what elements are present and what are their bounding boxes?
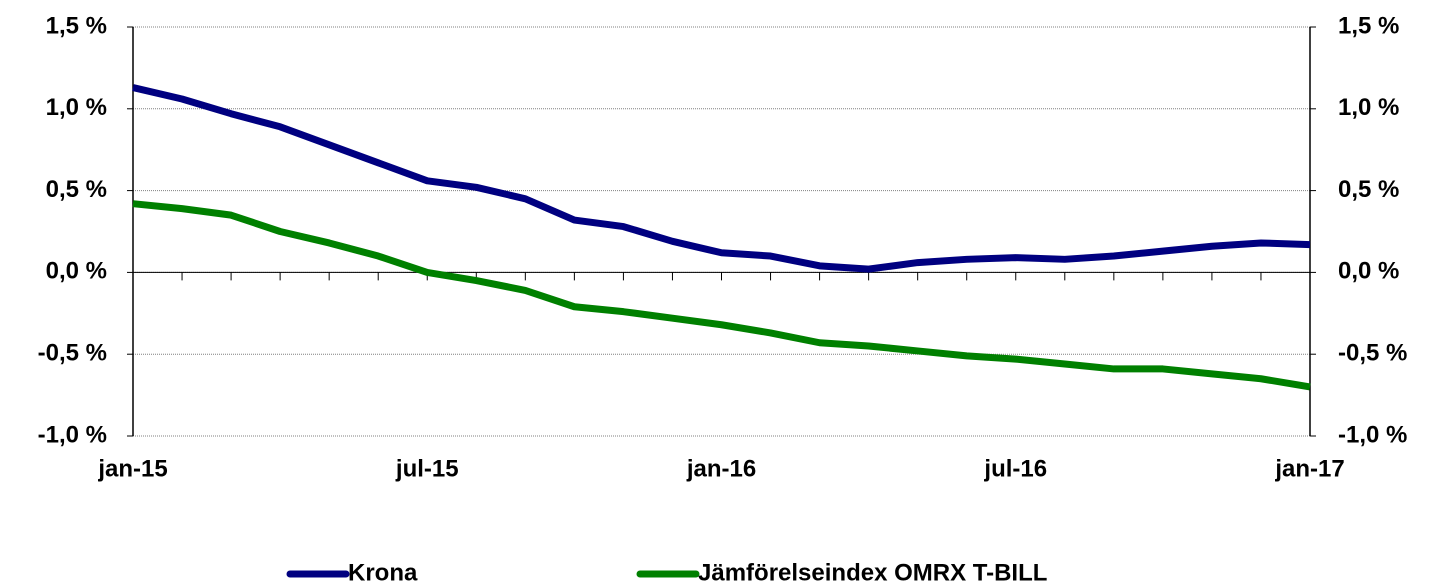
x-tick-label: jan-16 — [686, 455, 756, 482]
y2-tick-label: 0,0 % — [1338, 258, 1399, 285]
x-tick-label: jul-15 — [395, 455, 459, 482]
legend-label: Jämförelseindex OMRX T-BILL — [698, 559, 1047, 586]
y-tick-label: -1,0 % — [38, 421, 107, 448]
y-tick-label: 0,5 % — [46, 176, 107, 203]
y2-tick-label: -1,0 % — [1338, 421, 1407, 448]
x-tick-label: jul-16 — [983, 455, 1047, 482]
x-tick-label: jan-17 — [1274, 455, 1344, 482]
series-line — [132, 84, 1311, 273]
x-tick-label: jan-15 — [97, 455, 167, 482]
y2-tick-label: 1,0 % — [1338, 94, 1399, 121]
legend-label: Krona — [348, 559, 418, 586]
y2-tick-label: 0,5 % — [1338, 176, 1399, 203]
y-tick-label: 1,0 % — [46, 94, 107, 121]
series-line — [132, 200, 1311, 391]
y2-tick-label: 1,5 % — [1338, 12, 1399, 39]
y2-tick-label: -0,5 % — [1338, 340, 1407, 367]
y-tick-label: -0,5 % — [38, 340, 107, 367]
y-tick-label: 0,0 % — [46, 258, 107, 285]
y-tick-label: 1,5 % — [46, 12, 107, 39]
